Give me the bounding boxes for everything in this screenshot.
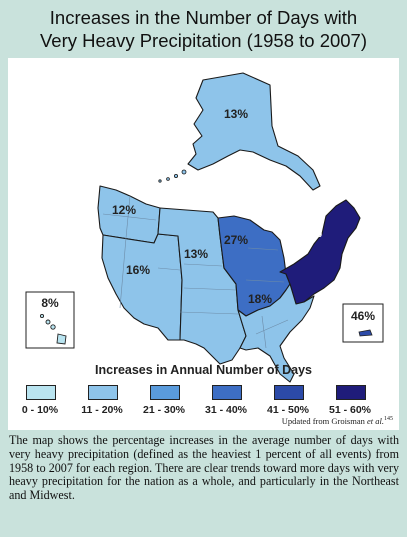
legend-label-0-10: 0 - 10% bbox=[21, 404, 59, 416]
label-midwest: 27% bbox=[224, 233, 248, 247]
credit-text: Updated from Groisman bbox=[281, 416, 367, 426]
legend-swatch-31-40 bbox=[212, 385, 242, 400]
map-title: Increases in the Number of Days with Ver… bbox=[0, 6, 407, 52]
label-alaska: 13% bbox=[224, 107, 248, 121]
credit-et-al: et al. bbox=[367, 416, 384, 426]
label-northwest: 12% bbox=[112, 203, 136, 217]
legend-label-41-50: 41 - 50% bbox=[266, 404, 310, 416]
legend-swatch-11-20 bbox=[88, 385, 118, 400]
legend-label-11-20: 11 - 20% bbox=[81, 404, 123, 416]
state-borders bbox=[102, 195, 289, 349]
region-alaska bbox=[187, 72, 321, 191]
region-southwest bbox=[101, 233, 183, 341]
map-caption: The map shows the percentage increases i… bbox=[9, 433, 399, 503]
legend-label-31-40: 31 - 40% bbox=[204, 404, 248, 416]
map-panel: 13% 12% 16% 13% 27% 58% 18% 8% 46% Incre… bbox=[8, 58, 399, 430]
aleutian-islands bbox=[158, 169, 187, 183]
puerto-rico-shape bbox=[358, 329, 373, 337]
region-southeast bbox=[237, 283, 315, 383]
label-great-plains: 13% bbox=[184, 247, 208, 261]
region-northeast bbox=[279, 199, 361, 305]
source-credit: Updated from Groisman et al.145 bbox=[282, 416, 393, 426]
title-line-1: Increases in the Number of Days with bbox=[49, 7, 358, 28]
legend-swatch-51-60 bbox=[336, 385, 366, 400]
legend-swatch-0-10 bbox=[26, 385, 56, 400]
legend-swatch-21-30 bbox=[150, 385, 180, 400]
label-puerto-rico: 46% bbox=[351, 309, 375, 323]
label-northeast: 58% bbox=[298, 226, 322, 240]
label-southeast: 18% bbox=[248, 292, 272, 306]
legend-swatch-41-50 bbox=[274, 385, 304, 400]
us-map: 13% 12% 16% 13% 27% 58% 18% 8% 46% bbox=[25, 72, 384, 383]
label-hawaii: 8% bbox=[41, 296, 59, 310]
legend-label-51-60: 51 - 60% bbox=[328, 404, 372, 416]
label-southwest: 16% bbox=[126, 263, 150, 277]
credit-ref: 145 bbox=[384, 416, 393, 423]
title-line-2: Very Heavy Precipitation (1958 to 2007) bbox=[39, 30, 368, 51]
legend-title: Increases in Annual Number of Days bbox=[95, 363, 312, 377]
hawaii-islands bbox=[39, 313, 67, 345]
legend-label-21-30: 21 - 30% bbox=[142, 404, 186, 416]
